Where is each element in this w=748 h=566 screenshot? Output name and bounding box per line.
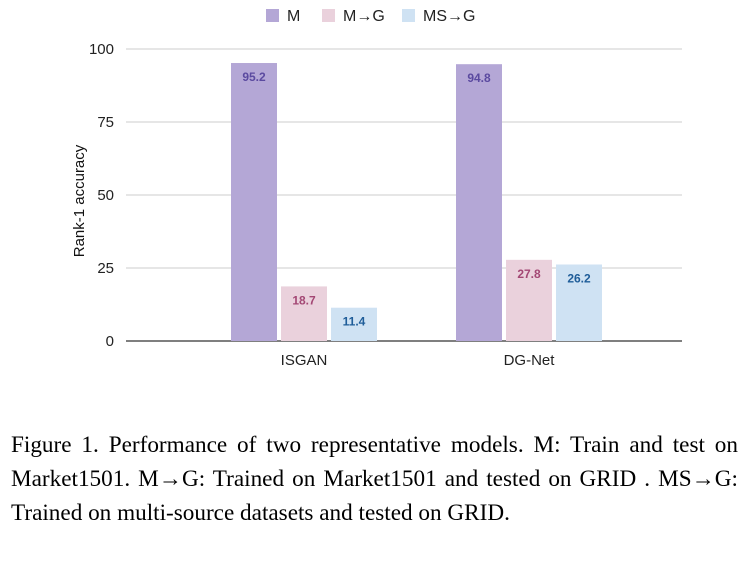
data-label: 94.8: [467, 71, 491, 85]
bar: [456, 64, 502, 342]
bar: [331, 307, 377, 341]
data-label: 18.7: [292, 293, 316, 307]
legend-label: MS→G: [423, 8, 475, 25]
data-label: 11.4: [343, 315, 366, 329]
legend-label: M: [287, 8, 300, 25]
data-label: 26.2: [567, 271, 591, 285]
bar: [231, 63, 277, 342]
y-tick-label: 50: [97, 187, 114, 204]
y-tick-labels: 0 25 50 75 100: [89, 41, 114, 350]
y-tick-label: 75: [97, 114, 114, 131]
legend: M M→G MS→G: [266, 8, 475, 25]
x-tick-label: ISGAN: [281, 352, 328, 369]
figure-caption: Figure 1. Performance of two representat…: [11, 432, 738, 526]
data-label: 27.8: [517, 267, 541, 281]
y-axis-title: Rank-1 accuracy: [71, 144, 88, 257]
y-tick-label: 25: [97, 260, 114, 277]
bar: [281, 286, 327, 341]
legend-swatch: [266, 9, 279, 22]
x-tick-label: DG-Net: [504, 352, 556, 369]
legend-swatch: [322, 9, 335, 22]
bars: 95.2 18.7 11.4 94.8 27.8 26.2: [231, 63, 602, 342]
y-tick-label: 100: [89, 41, 114, 58]
legend-swatch: [402, 9, 415, 22]
x-tick-labels: ISGAN DG-Net: [281, 352, 556, 369]
bar-chart: 0 25 50 75 100 95.2 18.7 11.4 94.8 27.8 26.2 ISGA…: [71, 8, 682, 369]
bar: [506, 259, 552, 341]
y-tick-label: 0: [106, 333, 114, 350]
data-label: 95.2: [242, 70, 266, 84]
legend-label: M→G: [343, 8, 385, 25]
bar: [556, 264, 602, 341]
